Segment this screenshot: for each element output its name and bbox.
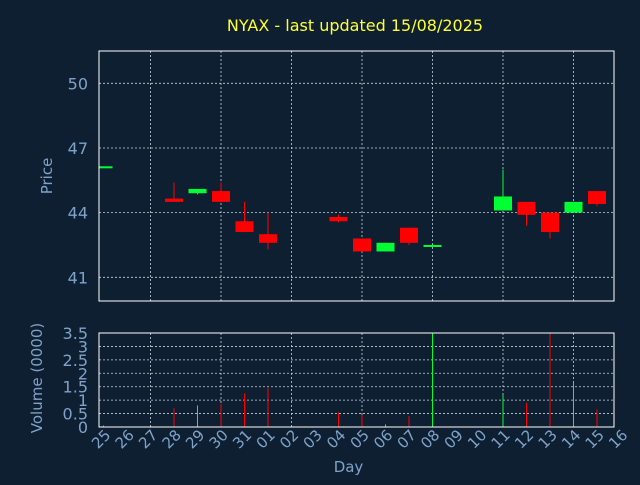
- volume-y-tick-label: 2.5: [63, 351, 88, 370]
- volume-y-tick-labels: 00.511.522.533.5: [63, 324, 88, 437]
- candle-body: [400, 227, 418, 243]
- candle-body: [329, 216, 348, 222]
- volume-y-tick-label: 3.5: [63, 324, 88, 343]
- price-y-tick-label: 47: [68, 139, 88, 158]
- candle-body: [165, 198, 183, 202]
- candle-body: [259, 234, 277, 243]
- x-tick-labels: 2526272829303101020304050607080910111213…: [88, 426, 631, 452]
- x-tick-label: 14: [558, 426, 584, 452]
- x-axis-label: Day: [334, 458, 364, 476]
- price-y-tick-label: 41: [68, 268, 88, 287]
- x-tick-label: 16: [605, 426, 631, 452]
- price-y-tick-labels: 41 44 47 50: [68, 74, 88, 287]
- x-tick-label: 06: [370, 426, 396, 452]
- x-tick-label: 15: [582, 426, 608, 452]
- volume-y-tick-label: 0.5: [63, 405, 88, 424]
- price-candles: [99, 166, 606, 252]
- volume-y-tick-label: 2: [78, 364, 88, 383]
- volume-y-tick-label: 3: [78, 337, 88, 356]
- x-tick-label: 10: [464, 426, 490, 452]
- x-tick-label: 11: [488, 426, 514, 452]
- x-tick-label: 09: [441, 426, 467, 452]
- price-panel-frame: [98, 50, 615, 302]
- chart-title: NYAX - last updated 15/08/2025: [227, 16, 483, 35]
- x-tick-label: 29: [182, 426, 208, 452]
- price-y-tick-label: 50: [68, 74, 88, 93]
- candle-body: [423, 244, 442, 247]
- candle-body: [188, 188, 207, 194]
- x-tick-label: 12: [511, 426, 537, 452]
- x-tick-label: 30: [206, 426, 232, 452]
- candle-body: [588, 191, 606, 205]
- x-tick-label: 25: [88, 426, 114, 452]
- volume-axis-label: Volume (0000): [28, 323, 46, 433]
- x-tick-label: 03: [300, 426, 326, 452]
- volume-grid: [99, 332, 614, 427]
- x-tick-label: 04: [323, 426, 349, 452]
- volume-y-tick-label: 1.5: [63, 378, 88, 397]
- candle-body: [376, 242, 395, 252]
- volume-y-tick-label: 1: [78, 391, 88, 410]
- candle-body: [564, 201, 583, 213]
- candle-body: [494, 196, 512, 211]
- volume-bars: [103, 333, 598, 427]
- x-tick-label: 13: [535, 426, 561, 452]
- x-tick-label: 26: [112, 426, 138, 452]
- candle-body: [541, 212, 559, 233]
- x-tick-label: 28: [159, 426, 185, 452]
- candle-body: [212, 191, 230, 202]
- x-tick-label: 07: [394, 426, 420, 452]
- price-grid: [99, 51, 614, 301]
- candle-body: [353, 238, 371, 252]
- x-tick-label: 01: [253, 426, 279, 452]
- x-tick-label: 05: [347, 426, 373, 452]
- x-tick-label: 27: [135, 426, 161, 452]
- candle-body: [99, 166, 113, 169]
- candle-body: [517, 201, 536, 215]
- price-y-tick-label: 44: [68, 204, 88, 223]
- volume-y-tick-label: 0: [78, 418, 88, 437]
- x-tick-label: 31: [229, 426, 255, 452]
- volume-panel-frame: [98, 332, 615, 428]
- x-tick-label: 02: [276, 426, 302, 452]
- x-tick-label: 08: [417, 426, 443, 452]
- candle-body: [235, 221, 254, 233]
- price-axis-label: Price: [38, 158, 56, 195]
